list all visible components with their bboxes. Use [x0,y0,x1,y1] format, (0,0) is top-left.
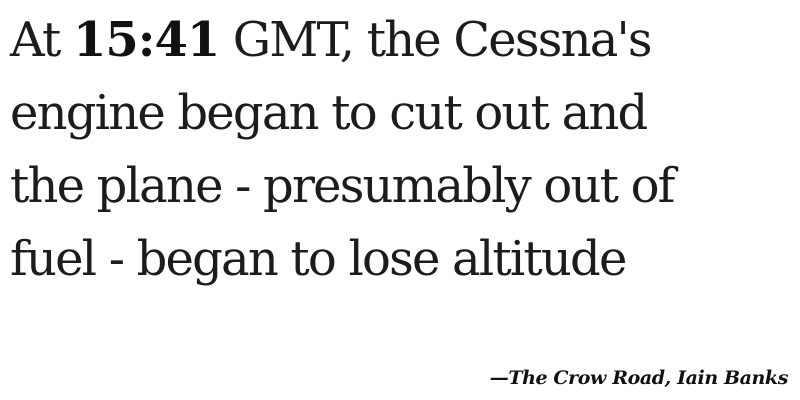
quote-line-1: GMT, the Cessna's [219,12,653,68]
quote-line-2: engine began to cut out and [10,85,648,141]
quote-line-3: the plane - presumably out of [10,158,675,214]
quote-text: At 15:41 GMT, the Cessna's engine began t… [10,4,795,296]
quote-line-4: fuel - began to lose altitude [10,231,627,287]
quote-attribution: —The Crow Road, Iain Banks [489,367,789,389]
quote-prefix: At [10,12,73,68]
quote-time: 15:41 [72,12,220,68]
